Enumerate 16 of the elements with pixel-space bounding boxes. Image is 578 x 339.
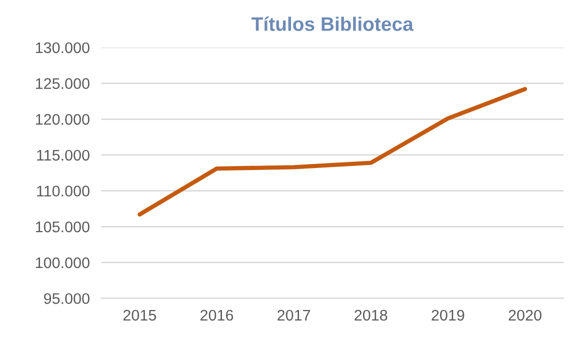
y-tick-label: 110.000: [37, 186, 90, 196]
x-tick-label: 2017: [278, 310, 310, 321]
y-tick-label: 120.000: [36, 114, 90, 125]
y-tick-label: 125.000: [36, 78, 90, 89]
x-tick-label: 2015: [123, 310, 156, 321]
chart-title: Títulos Biblioteca: [252, 16, 414, 31]
y-tick-label: 95.000: [44, 293, 90, 304]
y-tick-label: 100.000: [36, 257, 90, 268]
y-tick-label: 115.000: [37, 150, 90, 161]
x-tick-label: 2018: [354, 310, 388, 321]
x-tick-label: 2020: [508, 310, 542, 321]
line-series: [138, 86, 528, 217]
y-tick-label: 130.000: [36, 42, 90, 54]
x-tick-label: 2016: [200, 310, 234, 321]
x-tick-label: 2019: [432, 310, 464, 321]
y-tick-label: 105.000: [36, 222, 90, 232]
